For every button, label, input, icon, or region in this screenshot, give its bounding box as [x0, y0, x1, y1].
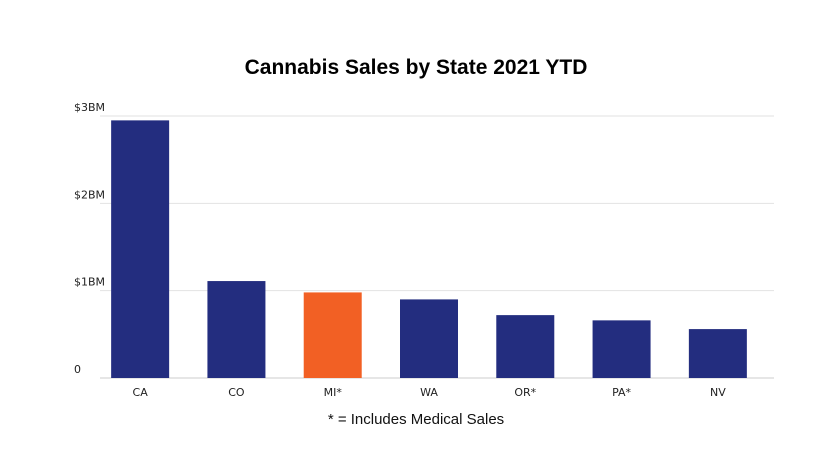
bar-or: [496, 315, 555, 378]
y-axis-ticks: 0 $1BM $2BM $3BM: [74, 101, 105, 376]
bar-mi: [303, 292, 362, 378]
y-tick-label: $3BM: [74, 101, 105, 114]
x-tick-label: OR*: [514, 386, 536, 399]
y-tick-label: $1BM: [74, 276, 105, 289]
bar-ca: [111, 120, 170, 378]
chart-footnote: * = Includes Medical Sales: [327, 411, 505, 428]
x-tick-label: PA*: [612, 386, 631, 399]
x-axis-ticks: CA CO MI* WA OR* PA* NV: [133, 386, 727, 399]
bar-nv: [688, 329, 747, 378]
x-tick-label: CA: [133, 386, 149, 399]
x-tick-label: WA: [420, 386, 438, 399]
bar-co: [207, 281, 266, 378]
y-tick-label: 0: [74, 363, 81, 376]
bars: [111, 120, 747, 378]
y-tick-label: $2BM: [74, 188, 105, 201]
x-tick-label: MI*: [324, 386, 343, 399]
bar-wa: [400, 299, 458, 378]
x-tick-label: NV: [710, 386, 726, 399]
chart-title: Cannabis Sales by State 2021 YTD: [244, 56, 588, 79]
x-tick-label: CO: [228, 386, 245, 399]
bar-pa: [592, 320, 651, 378]
